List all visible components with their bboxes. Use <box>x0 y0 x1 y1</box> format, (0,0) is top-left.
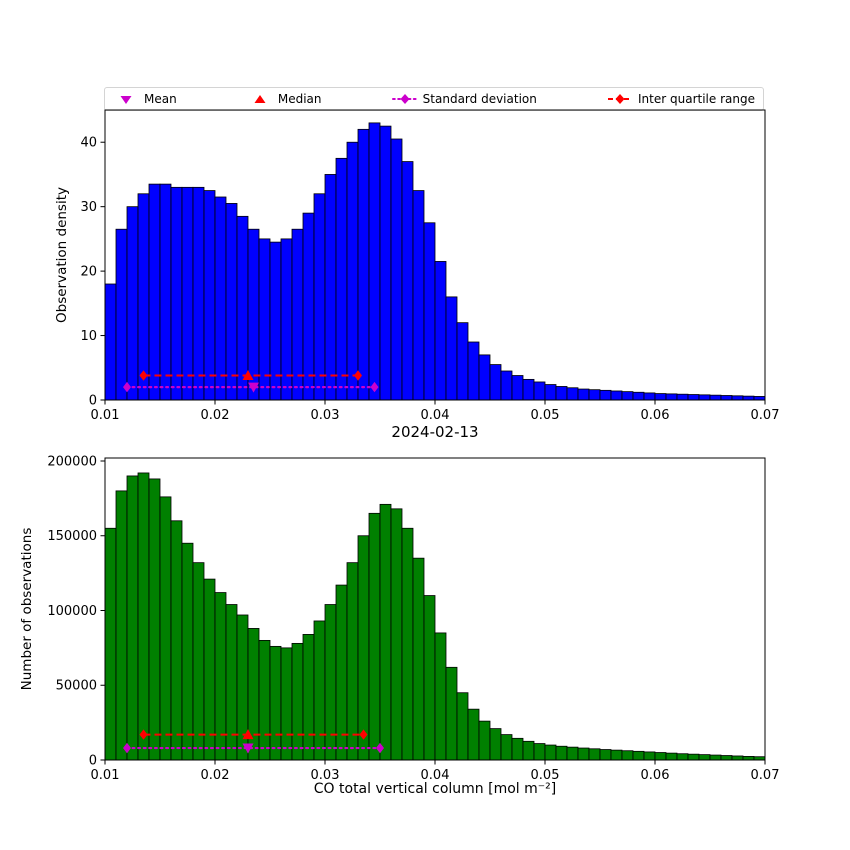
svg-text:0: 0 <box>89 394 97 409</box>
svg-text:10: 10 <box>80 329 97 344</box>
svg-text:0.03: 0.03 <box>311 768 340 783</box>
figure-title: 2024-02-13 <box>391 423 479 441</box>
svg-text:0.01: 0.01 <box>91 408 120 423</box>
svg-text:150000: 150000 <box>47 529 97 544</box>
y-axis-label-bottom: Number of observations <box>19 527 35 691</box>
legend-label-std: Standard deviation <box>422 92 537 106</box>
svg-text:40: 40 <box>80 136 97 151</box>
svg-text:0.04: 0.04 <box>421 768 450 783</box>
y-axis-label-top: Observation density <box>54 187 70 323</box>
density-histogram-panel: 0.01 0.02 0.03 0.04 0.05 0.06 0.07 0 10 20 30 40 <box>80 109 780 423</box>
svg-text:0.04: 0.04 <box>421 408 450 423</box>
legend-label-mean: Mean <box>144 92 177 106</box>
svg-text:0.06: 0.06 <box>641 408 670 423</box>
svg-text:0.06: 0.06 <box>641 768 670 783</box>
svg-text:0.02: 0.02 <box>201 768 230 783</box>
median-triangle-up-icon <box>254 95 266 103</box>
svg-text:0.02: 0.02 <box>201 408 230 423</box>
svg-text:30: 30 <box>80 200 97 215</box>
svg-text:0.07: 0.07 <box>751 768 780 783</box>
legend-item-mean: Mean <box>113 92 177 106</box>
iqr-diamond-dashed-icon <box>608 94 633 104</box>
svg-text:0.01: 0.01 <box>91 768 120 783</box>
legend-item-median: Median <box>247 92 322 106</box>
legend-label-iqr: Inter quartile range <box>638 92 755 106</box>
counts-histogram-panel: 0.01 0.02 0.03 0.04 0.05 0.06 0.07 0 50000 100000… <box>47 454 780 783</box>
svg-text:20: 20 <box>80 265 97 280</box>
svg-text:0: 0 <box>89 754 97 769</box>
legend-item-iqr: Inter quartile range <box>607 92 755 106</box>
svg-text:0.05: 0.05 <box>531 768 560 783</box>
svg-text:0.07: 0.07 <box>751 408 780 423</box>
legend-item-std: Standard deviation <box>391 92 537 106</box>
svg-text:0.03: 0.03 <box>311 408 340 423</box>
svg-text:0.05: 0.05 <box>531 408 560 423</box>
svg-text:100000: 100000 <box>47 604 97 619</box>
legend-label-median: Median <box>277 92 322 106</box>
mean-triangle-down-icon <box>120 96 132 104</box>
svg-text:50000: 50000 <box>56 679 97 694</box>
std-diamond-dotted-icon <box>391 94 418 104</box>
legend: Mean Median Standard deviation Inter qua… <box>104 87 764 111</box>
x-axis-label: CO total vertical column [mol m⁻²] <box>313 781 557 797</box>
svg-text:200000: 200000 <box>47 454 97 469</box>
